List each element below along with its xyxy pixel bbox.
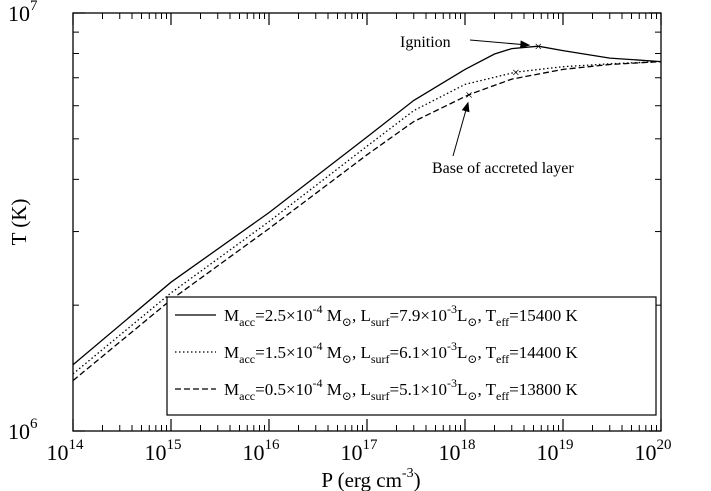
x-tick-base: 10 xyxy=(341,440,363,465)
legend-mass-exp: -4 xyxy=(313,302,323,316)
legend-lum-exp: -3 xyxy=(447,376,457,390)
marker-3: × xyxy=(465,89,473,104)
x-axis-label-base: P (erg cm xyxy=(321,468,401,491)
legend-lum-exp: -3 xyxy=(447,302,457,316)
legend-mass-value: =0.5×10 xyxy=(255,380,312,399)
x-tick-base: 10 xyxy=(635,440,657,465)
series-line-3 xyxy=(72,60,662,382)
x-tick-base: 10 xyxy=(439,440,461,465)
legend-teff-sub: eff xyxy=(496,352,509,366)
x-axis-label-tail: ) xyxy=(414,468,421,491)
x-tick-exponent: 14 xyxy=(69,437,85,453)
y-tick-exponent: 7 xyxy=(30,0,38,14)
legend-mass-unit: M xyxy=(323,343,342,362)
x-tick-exponent: 20 xyxy=(657,437,672,453)
x-tick-label: 1018 xyxy=(439,437,476,465)
x-tick-exponent: 17 xyxy=(363,437,379,453)
y-tick-label: 106 xyxy=(8,416,38,444)
legend-mass-sun: ⊙ xyxy=(342,315,352,329)
legend-mass-value: =1.5×10 xyxy=(255,343,312,362)
legend-lum-sub: surf xyxy=(371,352,390,366)
x-tick-label: 1014 xyxy=(47,437,85,465)
y-tick-label: 107 xyxy=(8,0,38,26)
legend-lum-sun: ⊙ xyxy=(467,315,477,329)
x-tick-base: 10 xyxy=(537,440,559,465)
x-tick-exponent: 19 xyxy=(559,437,574,453)
legend-teff-sub: eff xyxy=(496,315,509,329)
legend-mass-symbol: M xyxy=(224,380,239,399)
annotation-ignition-arrow xyxy=(469,39,531,49)
legend-lum-value: =7.9×10 xyxy=(390,306,447,325)
x-axis-label: P (erg cm-3) xyxy=(321,466,420,491)
legend-entry-3: Macc=0.5×10-4 M⊙, Lsurf=5.1×10-3L⊙, Teff… xyxy=(224,376,578,403)
legend-mass-sun: ⊙ xyxy=(342,352,352,366)
legend-lum-symbol: , L xyxy=(352,380,371,399)
x-tick-base: 10 xyxy=(145,440,167,465)
legend-teff-value: =14400 K xyxy=(509,343,578,362)
y-axis-label: T (K) xyxy=(7,199,31,246)
legend-entry-1: Macc=2.5×10-4 M⊙, Lsurf=7.9×10-3L⊙, Teff… xyxy=(224,302,578,329)
legend-lum-sub: surf xyxy=(371,389,390,403)
legend-lum-sub: surf xyxy=(371,315,390,329)
legend-lum-unit: L xyxy=(457,380,467,399)
marker-2: × xyxy=(512,66,520,81)
series-line-1 xyxy=(72,45,662,366)
legend-mass-sub: acc xyxy=(239,315,255,329)
legend-mass-symbol: M xyxy=(224,343,239,362)
legend-mass-unit: M xyxy=(323,306,342,325)
legend-entry-2: Macc=1.5×10-4 M⊙, Lsurf=6.1×10-3L⊙, Teff… xyxy=(224,339,578,366)
legend-lum-symbol: , L xyxy=(352,306,371,325)
x-tick-base: 10 xyxy=(47,440,69,465)
legend-teff-value: =13800 K xyxy=(509,380,578,399)
legend-mass-sub: acc xyxy=(239,389,255,403)
y-tick-base: 10 xyxy=(8,419,30,444)
legend-teff-sub: eff xyxy=(496,389,509,403)
legend-box xyxy=(166,296,657,416)
annotation-base-layer-arrow xyxy=(452,101,470,157)
x-tick-label: 1019 xyxy=(537,437,574,465)
legend-lum-value: =5.1×10 xyxy=(390,380,447,399)
legend-teff-symbol: , T xyxy=(477,343,496,362)
legend-lum-sun: ⊙ xyxy=(467,352,477,366)
annotation-ignition: Ignition xyxy=(400,34,451,51)
legend-mass-sub: acc xyxy=(239,352,255,366)
legend-mass-unit: M xyxy=(323,380,342,399)
legend-teff-value: =15400 K xyxy=(509,306,578,325)
legend-lum-unit: L xyxy=(457,343,467,362)
legend-lum-symbol: , L xyxy=(352,343,371,362)
marker-1: × xyxy=(534,40,542,55)
legend-lum-sun: ⊙ xyxy=(467,389,477,403)
legend-mass-value: =2.5×10 xyxy=(255,306,312,325)
legend-teff-symbol: , T xyxy=(477,306,496,325)
x-tick-base: 10 xyxy=(243,440,265,465)
x-tick-label: 1015 xyxy=(145,437,182,465)
y-tick-base: 10 xyxy=(8,1,30,26)
legend-mass-sun: ⊙ xyxy=(342,389,352,403)
legend-mass-exp: -4 xyxy=(313,339,323,353)
x-axis-label-sup: -3 xyxy=(402,466,414,481)
annotation-base-layer: Base of accreted layer xyxy=(432,160,574,177)
legend-lum-unit: L xyxy=(457,306,467,325)
y-tick-exponent: 6 xyxy=(30,416,38,432)
legend-lum-value: =6.1×10 xyxy=(390,343,447,362)
legend-mass-symbol: M xyxy=(224,306,239,325)
x-tick-label: 1016 xyxy=(243,437,281,465)
x-tick-label: 1017 xyxy=(341,437,379,465)
legend-teff-symbol: , T xyxy=(477,380,496,399)
x-tick-exponent: 18 xyxy=(461,437,476,453)
x-tick-exponent: 16 xyxy=(265,437,281,453)
legend-lum-exp: -3 xyxy=(447,339,457,353)
x-tick-exponent: 15 xyxy=(167,437,182,453)
legend-mass-exp: -4 xyxy=(313,376,323,390)
x-tick-label: 1020 xyxy=(635,437,672,465)
